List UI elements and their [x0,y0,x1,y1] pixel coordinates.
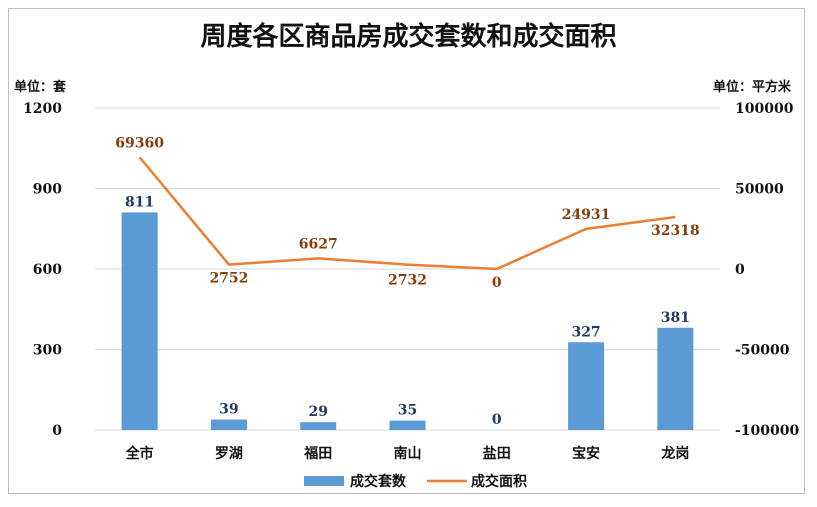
line-path [138,156,676,271]
legend-label-bar: 成交套数 [350,473,407,490]
right-tick-label: 100000 [735,101,794,117]
bar [300,422,337,430]
category-label: 宝安 [572,445,600,462]
left-axis-unit: 单位：套 [14,80,67,95]
chart-title: 周度各区商品房成交套数和成交面积 [200,22,617,52]
bar-data-label: 35 [398,403,417,419]
left-tick-label: 0 [52,423,62,439]
line-series: 69360 2752 6627 2732 0 24931 32318 [115,135,699,291]
bar [210,419,247,430]
line-data-label: 24931 [562,207,611,223]
right-tick-label: -50000 [735,343,790,359]
bar-data-label: 39 [219,402,238,418]
legend-swatch-bar [304,476,344,486]
bar-data-label: 811 [125,194,154,210]
right-tick-label: -100000 [735,423,800,439]
right-tick-label: 0 [735,262,745,278]
line-data-label: 0 [492,275,502,291]
left-tick-label: 1200 [23,101,62,117]
legend-label-line: 成交面积 [471,473,527,490]
category-label: 罗湖 [215,446,243,462]
bar [657,327,694,430]
category-label: 南山 [394,445,422,462]
gridlines [95,107,720,431]
category-label: 全市 [125,445,154,462]
bar [121,212,158,430]
category-label: 龙岗 [660,445,689,462]
left-axis: 0 300 600 900 1200 [23,101,62,439]
line-data-label: 2732 [388,273,427,289]
legend: 成交套数 成交面积 [304,473,527,490]
line-data-label: 69360 [115,135,164,151]
bar [568,342,605,430]
bar-data-label: 29 [308,404,327,420]
category-label: 盐田 [483,445,511,462]
category-label: 福田 [303,445,332,462]
line-data-label: 2752 [209,271,248,287]
right-axis-unit: 单位：平方米 [712,80,791,95]
x-axis: 全市 罗湖 福田 南山 盐田 宝安 龙岗 [125,445,690,462]
bar-data-label: 327 [571,324,600,340]
right-axis: -100000 -50000 0 50000 100000 [735,101,800,439]
left-tick-label: 300 [33,343,62,359]
bar [389,420,426,430]
right-tick-label: 50000 [735,182,784,198]
bar-data-label: 0 [492,412,502,428]
left-tick-label: 900 [33,182,62,198]
line-data-label: 32318 [651,223,700,239]
line-data-label: 6627 [299,236,338,252]
bar-data-label: 381 [661,310,690,326]
bar-series: 811 39 29 35 0 327 381 [121,194,694,430]
left-tick-label: 600 [33,262,62,278]
